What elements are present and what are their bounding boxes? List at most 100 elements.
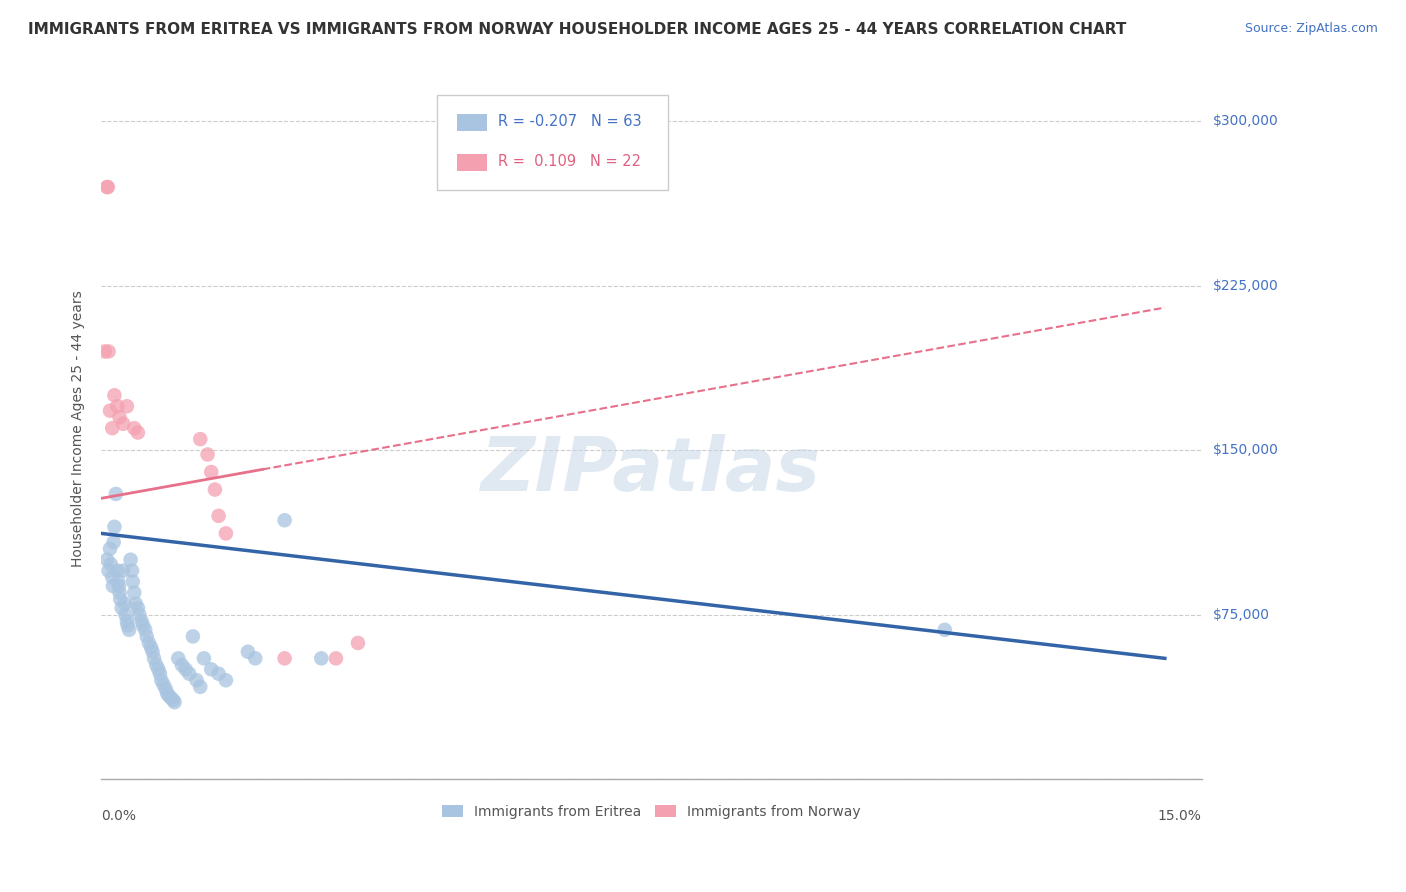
Point — [115, 614, 138, 628]
Point — [94, 344, 117, 359]
Point — [157, 689, 180, 703]
Point — [97, 564, 120, 578]
Point — [215, 673, 238, 688]
Point — [188, 432, 211, 446]
Point — [121, 574, 143, 589]
Point — [112, 564, 135, 578]
Point — [197, 448, 219, 462]
Text: R =  0.109   N = 22: R = 0.109 N = 22 — [499, 154, 641, 169]
Point — [167, 651, 190, 665]
Point — [155, 681, 177, 696]
Point — [174, 662, 197, 676]
Point — [215, 526, 238, 541]
Point — [162, 693, 184, 707]
Point — [193, 651, 215, 665]
Point — [108, 410, 131, 425]
Point — [156, 686, 179, 700]
Point — [120, 552, 142, 566]
Point — [96, 552, 118, 566]
Point — [97, 180, 120, 194]
Point — [186, 673, 208, 688]
Point — [135, 629, 157, 643]
FancyBboxPatch shape — [437, 95, 668, 190]
Point — [122, 585, 145, 599]
Point — [101, 579, 124, 593]
Point — [115, 399, 138, 413]
Text: IMMIGRANTS FROM ERITREA VS IMMIGRANTS FROM NORWAY HOUSEHOLDER INCOME AGES 25 - 4: IMMIGRANTS FROM ERITREA VS IMMIGRANTS FR… — [28, 22, 1126, 37]
Point — [200, 465, 222, 479]
Point — [100, 557, 122, 571]
Point — [117, 618, 139, 632]
Point — [112, 417, 135, 431]
Point — [103, 388, 125, 402]
Point — [101, 421, 124, 435]
Point — [152, 678, 174, 692]
Point — [160, 690, 183, 705]
Point — [179, 666, 201, 681]
Point — [139, 640, 162, 655]
Point — [110, 592, 132, 607]
Point — [245, 651, 267, 665]
Point — [98, 541, 121, 556]
Point — [207, 508, 229, 523]
Point — [127, 425, 149, 440]
Point — [128, 607, 150, 622]
Point — [170, 657, 193, 672]
FancyBboxPatch shape — [457, 153, 488, 171]
Point — [200, 662, 222, 676]
Point — [98, 403, 121, 417]
Point — [311, 651, 333, 665]
Point — [149, 666, 172, 681]
Point — [127, 601, 149, 615]
Point — [122, 421, 145, 435]
Point — [114, 607, 136, 622]
Point — [111, 601, 134, 615]
Point — [114, 597, 136, 611]
Point — [107, 574, 129, 589]
Point — [204, 483, 226, 497]
Point — [108, 579, 131, 593]
Point — [273, 513, 295, 527]
Text: $225,000: $225,000 — [1212, 278, 1278, 293]
Point — [236, 645, 259, 659]
Point — [105, 564, 128, 578]
Point — [188, 680, 211, 694]
Point — [145, 657, 167, 672]
Point — [125, 597, 148, 611]
Point — [104, 487, 127, 501]
Point — [118, 623, 141, 637]
Text: R = -0.207   N = 63: R = -0.207 N = 63 — [499, 114, 643, 129]
Point — [143, 651, 166, 665]
Point — [138, 636, 160, 650]
Text: 15.0%: 15.0% — [1157, 809, 1202, 823]
Point — [325, 651, 347, 665]
Point — [105, 399, 128, 413]
Point — [103, 520, 125, 534]
Point — [142, 645, 165, 659]
Point — [97, 344, 120, 359]
Point — [101, 570, 124, 584]
Text: 0.0%: 0.0% — [101, 809, 136, 823]
Text: $150,000: $150,000 — [1212, 443, 1278, 457]
FancyBboxPatch shape — [457, 114, 488, 131]
Point — [134, 623, 156, 637]
Point — [934, 623, 956, 637]
Point — [131, 614, 153, 628]
Point — [181, 629, 204, 643]
Text: $300,000: $300,000 — [1212, 114, 1278, 128]
Point — [121, 564, 143, 578]
Legend: Immigrants from Eritrea, Immigrants from Norway: Immigrants from Eritrea, Immigrants from… — [436, 799, 866, 824]
Point — [273, 651, 295, 665]
Point — [103, 535, 125, 549]
Y-axis label: Householder Income Ages 25 - 44 years: Householder Income Ages 25 - 44 years — [72, 290, 86, 566]
Point — [207, 666, 229, 681]
Point — [96, 180, 118, 194]
Point — [347, 636, 370, 650]
Text: ZIPatlas: ZIPatlas — [481, 434, 821, 507]
Point — [148, 662, 170, 676]
Point — [150, 673, 173, 688]
Point — [132, 618, 155, 632]
Point — [108, 585, 131, 599]
Text: Source: ZipAtlas.com: Source: ZipAtlas.com — [1244, 22, 1378, 36]
Text: $75,000: $75,000 — [1212, 607, 1270, 622]
